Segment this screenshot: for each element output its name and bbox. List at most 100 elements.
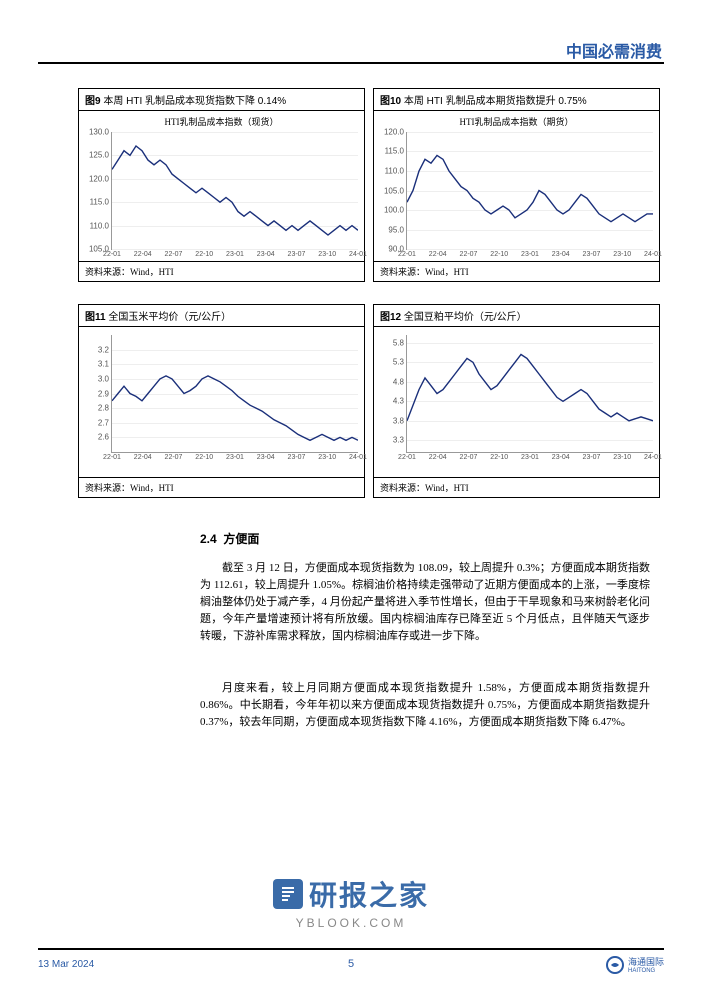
x-axis-tick: 22-10 [195,249,213,258]
footer-date: 13 Mar 2024 [38,959,94,970]
y-axis-tick: 110.0 [90,221,112,230]
chart-9-body: HTI乳制品成本指数（现货） 105.0110.0115.0120.0125.0… [79,111,364,261]
footer-brand: 海通国际 HAITONG [628,955,664,974]
chart-11-label: 图11 [85,312,106,323]
x-axis-tick: 22-04 [134,249,152,258]
chart-9-subtitle: HTI乳制品成本指数（现货） [85,115,358,128]
chart-9: 图9 本周 HTI 乳制品成本现货指数下降 0.14% HTI乳制品成本指数（现… [78,88,365,282]
chart-line-svg [112,132,358,249]
chart-10-title: 图10 本周 HTI 乳制品成本期货指数提升 0.75% [374,89,659,111]
chart-9-canvas: 105.0110.0115.0120.0125.0130.022-0122-04… [111,132,358,250]
chart-10-canvas: 90.095.0100.0105.0110.0115.0120.022-0122… [406,132,653,250]
chart-9-label: 图9 [85,96,101,107]
footer-brand-cn: 海通国际 [628,955,664,968]
y-axis-tick: 4.3 [393,397,407,406]
y-axis-tick: 3.8 [393,416,407,425]
x-axis-tick: 22-01 [398,249,416,258]
footer-brand-en: HAITONG [628,968,664,974]
section-number: 2.4 [200,532,217,546]
chart-12-canvas: 3.33.84.34.85.35.822-0122-0422-0722-1023… [406,335,653,453]
y-axis-tick: 2.9 [98,389,112,398]
chart-row-2: 图11 全国玉米平均价（元/公斤） 2.62.72.82.93.03.13.22… [78,304,660,498]
y-axis-tick: 130.0 [89,128,112,137]
y-axis-tick: 3.2 [98,345,112,354]
chart-9-title-text: 本周 HTI 乳制品成本现货指数下降 0.14% [103,96,286,107]
chart-10-label: 图10 [380,96,401,107]
x-axis-tick: 24-01 [644,452,662,461]
watermark-icon [273,879,303,909]
header-divider [38,62,664,64]
x-axis-tick: 22-01 [398,452,416,461]
paragraph-2: 月度来看，较上月同期方便面成本现货指数提升 1.58%，方便面成本期货指数提升 … [200,680,650,731]
x-axis-tick: 23-10 [613,249,631,258]
chart-10-source: 资料来源：Wind，HTI [374,261,659,281]
chart-line-svg [112,335,358,452]
y-axis-tick: 5.3 [393,358,407,367]
y-axis-tick: 3.1 [98,360,112,369]
x-axis-tick: 23-07 [288,452,306,461]
data-series-line [112,376,358,440]
data-series-line [112,146,358,235]
chart-10: 图10 本周 HTI 乳制品成本期货指数提升 0.75% HTI乳制品成本指数（… [373,88,660,282]
y-axis-tick: 3.3 [393,436,407,445]
footer-page: 5 [348,958,354,970]
x-axis-tick: 22-01 [103,249,121,258]
charts-area: 图9 本周 HTI 乳制品成本现货指数下降 0.14% HTI乳制品成本指数（现… [78,88,660,498]
y-axis-tick: 125.0 [89,151,112,160]
chart-9-source: 资料来源：Wind，HTI [79,261,364,281]
x-axis-tick: 23-10 [613,452,631,461]
x-axis-tick: 22-10 [490,249,508,258]
x-axis-tick: 23-04 [552,452,570,461]
chart-10-body: HTI乳制品成本指数（期货） 90.095.0100.0105.0110.011… [374,111,659,261]
x-axis-tick: 23-07 [583,249,601,258]
y-axis-tick: 4.8 [393,377,407,386]
x-axis-tick: 24-01 [349,452,367,461]
watermark: 研报之家 YBLOOK.COM [273,874,429,930]
haitong-logo-icon [606,956,624,974]
x-axis-tick: 23-10 [318,249,336,258]
footer-divider [38,948,664,950]
y-axis-tick: 2.7 [98,418,112,427]
chart-12: 图12 全国豆粕平均价（元/公斤） 3.33.84.34.85.35.822-0… [373,304,660,498]
x-axis-tick: 22-07 [165,249,183,258]
data-series-line [407,155,653,221]
chart-11-canvas: 2.62.72.82.93.03.13.222-0122-0422-0722-1… [111,335,358,453]
x-axis-tick: 23-01 [521,452,539,461]
x-axis-tick: 23-07 [288,249,306,258]
x-axis-tick: 22-04 [429,249,447,258]
y-axis-tick: 120.0 [89,174,112,183]
y-axis-tick: 115.0 [385,147,407,156]
y-axis-tick: 100.0 [384,205,407,214]
chart-12-title-text: 全国豆粕平均价（元/公斤） [404,312,527,323]
y-axis-tick: 5.8 [393,338,407,347]
chart-line-svg [407,132,653,249]
chart-12-label: 图12 [380,312,401,323]
data-series-line [407,355,653,421]
x-axis-tick: 23-07 [583,452,601,461]
x-axis-tick: 22-04 [134,452,152,461]
section-title: 方便面 [223,532,259,546]
y-axis-tick: 110.0 [385,166,407,175]
chart-11-body: 2.62.72.82.93.03.13.222-0122-0422-0722-1… [79,327,364,477]
x-axis-tick: 23-04 [257,452,275,461]
x-axis-tick: 24-01 [349,249,367,258]
x-axis-tick: 23-01 [226,249,244,258]
x-axis-tick: 22-07 [460,249,478,258]
footer-logo: 海通国际 HAITONG [606,955,664,974]
x-axis-tick: 22-10 [490,452,508,461]
x-axis-tick: 23-10 [318,452,336,461]
x-axis-tick: 22-07 [165,452,183,461]
y-axis-tick: 105.0 [384,186,407,195]
x-axis-tick: 22-01 [103,452,121,461]
section-heading: 2.4 方便面 [200,530,259,547]
y-axis-tick: 115.0 [90,198,112,207]
y-axis-tick: 95.0 [388,225,407,234]
x-axis-tick: 22-07 [460,452,478,461]
chart-12-source: 资料来源：Wind，HTI [374,477,659,497]
header-title: 中国必需消费 [566,38,662,62]
y-axis-tick: 120.0 [384,128,407,137]
chart-11-source: 资料来源：Wind，HTI [79,477,364,497]
y-axis-tick: 2.8 [98,404,112,413]
chart-11: 图11 全国玉米平均价（元/公斤） 2.62.72.82.93.03.13.22… [78,304,365,498]
watermark-sub: YBLOOK.COM [273,916,429,930]
